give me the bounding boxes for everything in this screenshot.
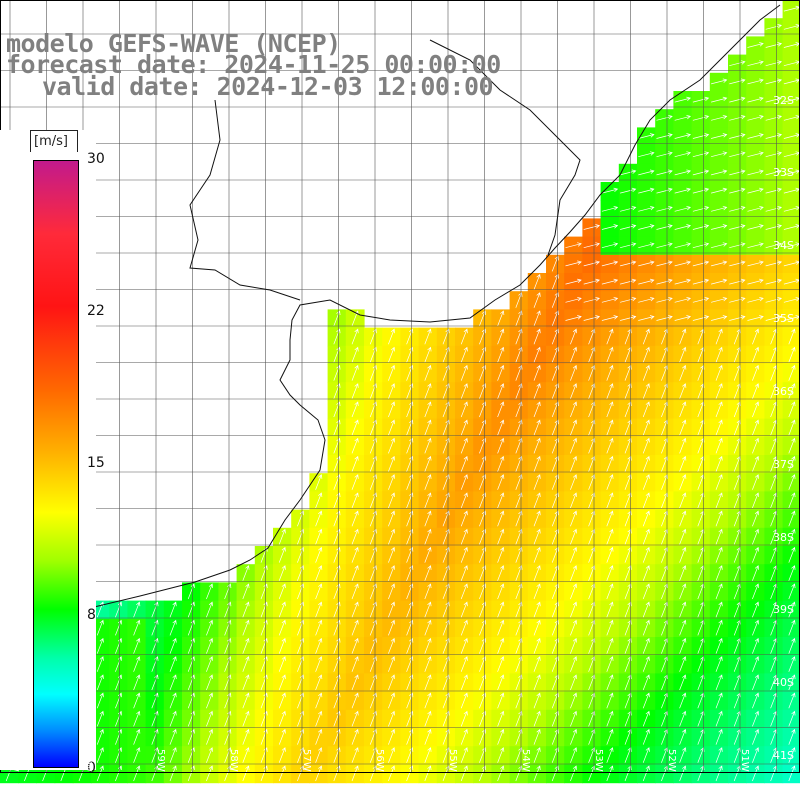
- lat-label-36s: 36S: [773, 385, 794, 398]
- lon-label-58w: 58W: [228, 749, 239, 772]
- lon-label-60w: 60W: [82, 749, 93, 772]
- lat-label-33s: 33S: [773, 166, 794, 179]
- uruguay-border: [429, 39, 581, 256]
- lat-label-32s: 32S: [773, 94, 794, 107]
- lon-label-56w: 56W: [374, 749, 385, 772]
- colorbar-tick-0: 0: [87, 760, 96, 776]
- model-title: modelo GEFS-WAVE (NCEP): [6, 29, 341, 58]
- colorbar-tick-8: 8: [87, 607, 96, 623]
- colorbar-unit: [m/s]: [34, 134, 68, 149]
- river-plate-outline: [189, 99, 301, 301]
- colorbar-tick-15: 15: [87, 455, 105, 471]
- lon-label-54w: 54W: [520, 749, 531, 772]
- lon-label-55w: 55W: [447, 749, 458, 772]
- valid-date: valid date: 2024-12-03 12:00:00: [42, 72, 494, 101]
- lat-label-34s: 34S: [773, 239, 794, 252]
- lat-label-39s: 39S: [773, 603, 794, 616]
- lon-label-59w: 59W: [155, 749, 166, 772]
- lat-label-35s: 35S: [773, 312, 794, 325]
- colorbar-tick-22: 22: [87, 303, 105, 319]
- lat-label-38s: 38S: [773, 531, 794, 544]
- lat-label-40s: 40S: [773, 676, 794, 689]
- lat-label-41s: 41S: [773, 749, 794, 762]
- lat-label-37s: 37S: [773, 458, 794, 471]
- lon-label-51w: 51W: [739, 749, 750, 772]
- lon-label-61w: 61W: [9, 749, 20, 772]
- lon-label-53w: 53W: [593, 749, 604, 772]
- lon-label-52w: 52W: [666, 749, 677, 772]
- forecast-date: forecast date: 2024-11-25 00:00:00: [6, 50, 501, 79]
- colorbar-tick-30: 30: [87, 151, 105, 167]
- coastline: [0, 4, 781, 616]
- lon-label-57w: 57W: [301, 749, 312, 772]
- colorbar: [33, 160, 79, 768]
- colorbar-unit-box: [30, 130, 78, 152]
